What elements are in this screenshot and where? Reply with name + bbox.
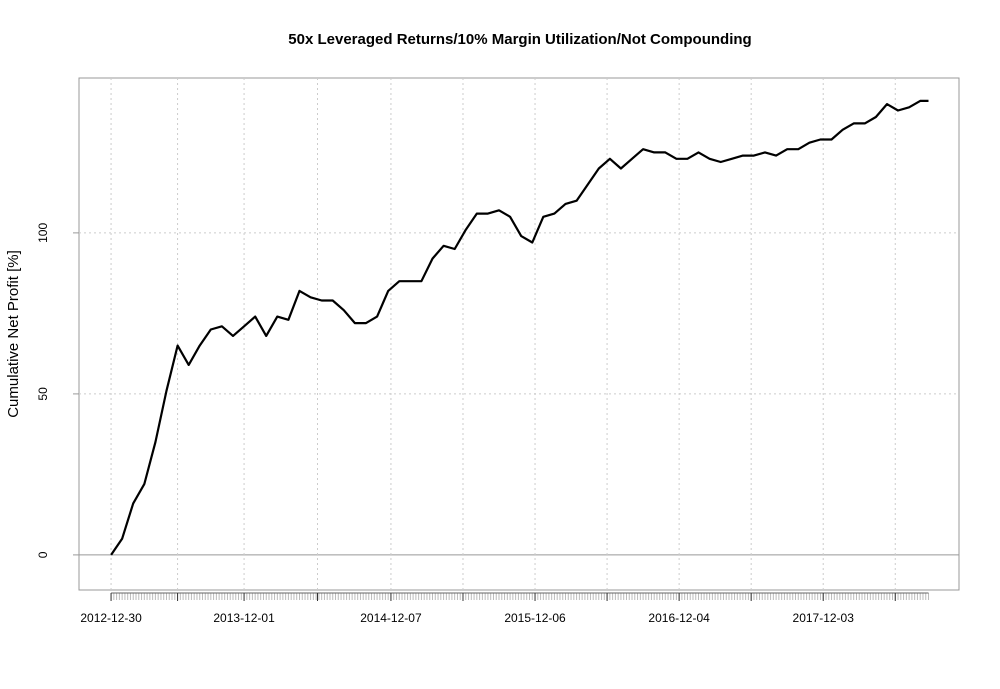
x-tick-label: 2012-12-30 xyxy=(80,611,142,625)
x-tick-label: 2016-12-04 xyxy=(648,611,710,625)
y-tick-label: 50 xyxy=(36,387,50,401)
x-tick-label: 2013-12-01 xyxy=(213,611,275,625)
y-axis-label: Cumulative Net Profit [%] xyxy=(5,250,22,418)
data-line xyxy=(110,99,929,556)
x-tick-label: 2017-12-03 xyxy=(793,611,855,625)
y-tick-label: 100 xyxy=(36,223,50,243)
chart-title: 50x Leveraged Returns/10% Margin Utiliza… xyxy=(288,31,751,48)
x-tick-label: 2015-12-06 xyxy=(504,611,566,625)
plot-frame xyxy=(78,77,960,591)
y-tick-label: 0 xyxy=(36,551,50,558)
x-tick-label: 2014-12-07 xyxy=(360,611,422,625)
